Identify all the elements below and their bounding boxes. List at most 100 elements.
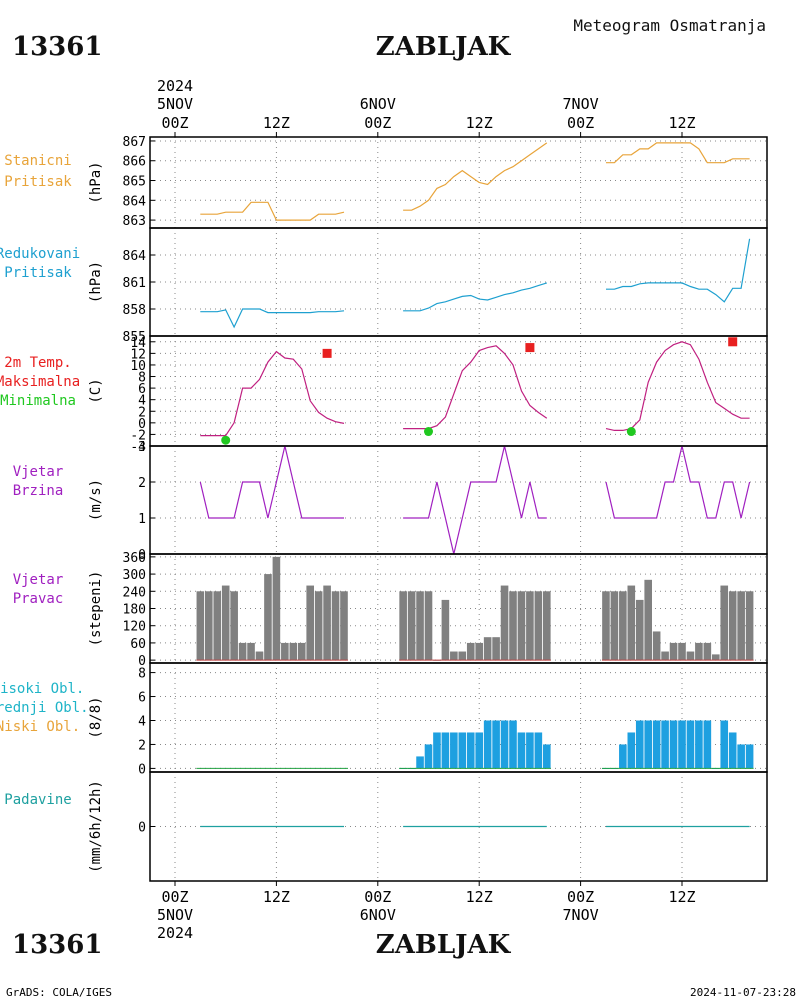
series-line-1 bbox=[200, 201, 345, 221]
bar bbox=[196, 591, 205, 661]
tmax-marker bbox=[322, 348, 332, 358]
panel-frame bbox=[149, 771, 768, 882]
station-id-bottom: 13361 bbox=[12, 930, 102, 960]
bar bbox=[416, 756, 424, 769]
bar bbox=[635, 720, 644, 769]
y-tick-label: 4 bbox=[138, 394, 146, 409]
series-line-2 bbox=[403, 142, 548, 211]
tmax-marker bbox=[525, 343, 535, 353]
y-tick-label: 14 bbox=[130, 336, 146, 351]
y-tick-label: 855 bbox=[123, 330, 146, 345]
panel-label: Pritisak bbox=[4, 174, 72, 190]
series-line-2 bbox=[403, 445, 547, 555]
bar bbox=[281, 642, 289, 661]
time-year-top: 2024 bbox=[157, 77, 193, 95]
y-tick-label: -2 bbox=[130, 428, 146, 443]
bar bbox=[475, 732, 483, 769]
station-id-top: 13361 bbox=[12, 32, 102, 62]
bar bbox=[619, 591, 627, 661]
y-tick-label: 12 bbox=[130, 347, 146, 362]
bar bbox=[737, 591, 745, 661]
time-year-bottom: 2024 bbox=[157, 924, 193, 942]
time-date-label: 5NOV bbox=[157, 906, 193, 924]
tmin-marker bbox=[221, 435, 231, 445]
bar bbox=[272, 556, 281, 661]
time-date-label: 6NOV bbox=[360, 95, 396, 113]
panel-wind_direction: 0 60 120 180 240 300 360 Vjetar Pravac (stepeni) bbox=[13, 551, 768, 669]
y-tick-label: 866 bbox=[123, 155, 146, 170]
bar bbox=[509, 591, 517, 661]
time-hour-label: 12Z bbox=[668, 114, 695, 132]
bar bbox=[483, 637, 492, 661]
bar bbox=[526, 732, 534, 769]
y-tick-label: 360 bbox=[123, 551, 146, 566]
bar bbox=[678, 642, 686, 661]
bar bbox=[652, 720, 661, 769]
bar bbox=[500, 585, 509, 661]
bar bbox=[728, 591, 737, 661]
panel-label: Stanicni bbox=[4, 153, 71, 169]
time-hour-label: 00Z bbox=[161, 114, 188, 132]
station-name-top: ZABLJAK bbox=[376, 32, 512, 62]
y-tick-label: 2 bbox=[138, 405, 146, 420]
bar bbox=[450, 732, 458, 769]
time-hour-label: 12Z bbox=[263, 888, 290, 906]
y-tick-label: 2 bbox=[138, 476, 146, 491]
bar bbox=[230, 591, 238, 661]
bar bbox=[644, 579, 652, 661]
y-tick-label: 0 bbox=[138, 762, 146, 777]
bar bbox=[703, 642, 712, 661]
bar bbox=[213, 591, 222, 661]
bar bbox=[627, 585, 636, 661]
bar bbox=[728, 732, 737, 769]
panel-label: Visoki Obl. bbox=[0, 681, 84, 697]
panel-label: Brzina bbox=[13, 483, 64, 499]
y-tick-label: 864 bbox=[123, 194, 147, 209]
time-hour-label: 00Z bbox=[364, 114, 391, 132]
panel-frame bbox=[149, 335, 768, 447]
panel-unit: (8/8) bbox=[88, 696, 104, 738]
bar bbox=[669, 720, 678, 769]
bar bbox=[635, 599, 644, 661]
tmax-marker bbox=[728, 337, 738, 347]
time-hour-label: 00Z bbox=[567, 888, 594, 906]
bar bbox=[678, 720, 686, 769]
bar bbox=[399, 591, 407, 661]
panel-frame bbox=[149, 227, 768, 337]
time-hour-label: 12Z bbox=[466, 114, 493, 132]
bar bbox=[686, 651, 695, 661]
panel-label: Niski Obl. bbox=[0, 719, 80, 735]
bar bbox=[331, 591, 340, 661]
y-tick-label: 2 bbox=[138, 738, 146, 753]
panel-unit: (C) bbox=[88, 378, 104, 403]
y-tick-label: 60 bbox=[130, 637, 146, 652]
bar bbox=[492, 720, 500, 769]
time-hour-label: 00Z bbox=[364, 888, 391, 906]
bar bbox=[247, 642, 255, 661]
panel-stanicni: 863 864 865 866 867 Stanicni Pritisak (hPa) bbox=[4, 135, 768, 229]
tmin-marker bbox=[424, 427, 433, 437]
panel-redukovani: 855 858 861 864 Redukovani Pritisak (hPa) bbox=[0, 227, 768, 345]
bar bbox=[517, 591, 526, 661]
y-tick-label: 4 bbox=[138, 714, 146, 729]
y-tick-label: 300 bbox=[123, 568, 146, 583]
panel-frame bbox=[149, 136, 768, 229]
y-tick-label: 858 bbox=[123, 303, 146, 318]
bar bbox=[720, 720, 729, 769]
time-date-label: 6NOV bbox=[360, 906, 396, 924]
bar bbox=[450, 651, 458, 661]
series-line-1 bbox=[199, 445, 344, 519]
panel-wind_speed: 0 1 2 3 Vjetar Brzina (m/s) bbox=[13, 440, 768, 563]
bar bbox=[534, 732, 543, 769]
panel-clouds: 0 2 4 6 8 Visoki Obl. Srednji Obl. Niski Obl. (8… bbox=[0, 662, 768, 777]
bar bbox=[466, 732, 475, 769]
y-tick-label: 10 bbox=[130, 359, 146, 374]
y-tick-label: 8 bbox=[138, 371, 146, 386]
bar bbox=[543, 744, 551, 769]
time-hour-label: 12Z bbox=[466, 888, 493, 906]
bar bbox=[695, 642, 703, 661]
